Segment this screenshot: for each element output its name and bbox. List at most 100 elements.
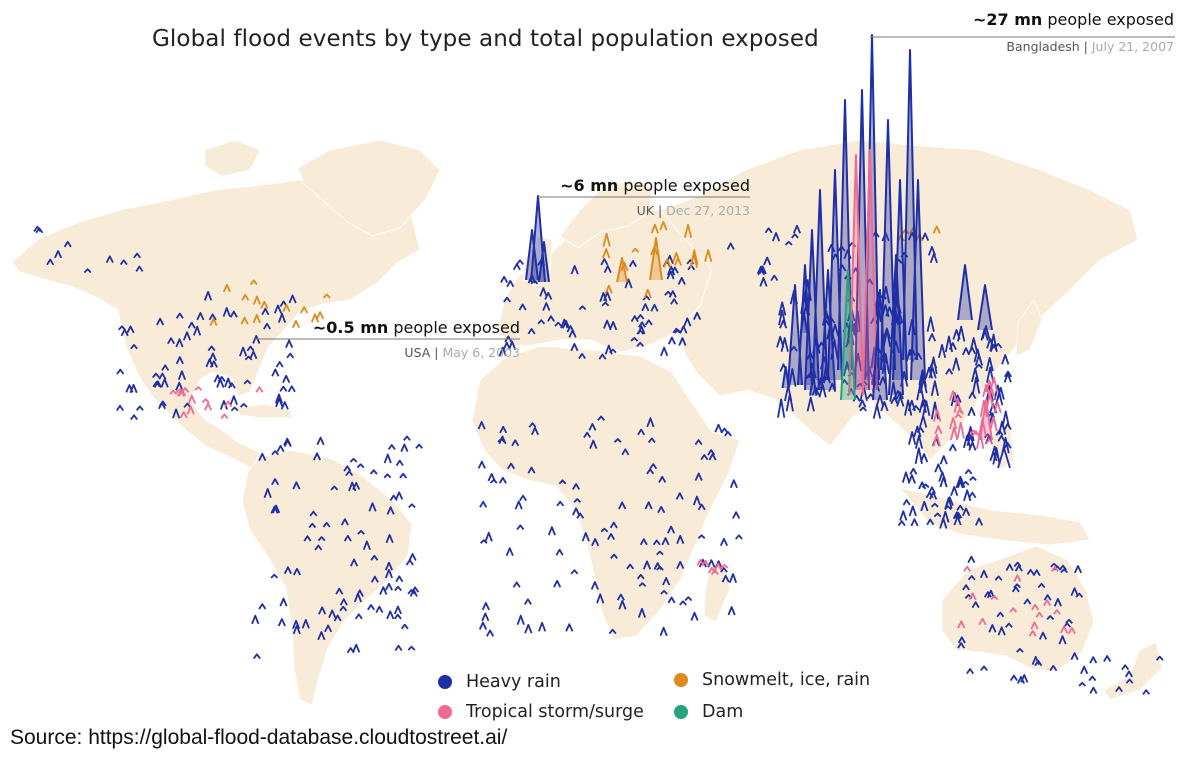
flood-event-spike [1032,569,1041,577]
flood-event-spike [859,406,867,412]
flood-event-spike [1026,568,1035,575]
flood-event-spike [1070,652,1079,661]
flood-event-spike [555,548,564,556]
flood-event-spike [116,368,125,375]
flood-event-spike [135,265,144,272]
flood-event-spike [384,561,393,571]
flood-event-spike [275,397,284,408]
flood-event-spike [988,624,997,633]
flood-event-spike [1060,625,1069,634]
flood-event-spike [394,644,403,651]
flood-event-spike [914,434,924,449]
flood-event-spike [356,463,365,469]
flood-event-spike [1103,655,1112,662]
flood-event-spike [600,527,609,533]
flood-event-spike [862,149,878,391]
flood-event-spike [172,408,181,419]
flood-event-spike [698,558,707,568]
flood-event-spike [704,249,713,262]
flood-event-spike [502,341,511,350]
callout-bangladesh-unit: people exposed [1042,10,1174,29]
flood-event-spike [408,553,417,561]
flood-event-spike [771,232,781,242]
flood-event-spike [916,382,925,401]
flood-event-spike [249,350,258,360]
flood-event-spike [945,368,954,375]
flood-event-spike [350,558,359,567]
flood-event-spike [249,279,258,286]
flood-event-spike [63,240,72,248]
flood-event-spike [255,386,264,393]
flood-event-spike [656,550,664,556]
flood-event-spike [777,398,786,418]
flood-event-spike [929,356,938,375]
flood-event-spike [275,361,284,368]
legend-item-dam: Dam [674,702,743,722]
callout-usa-headline: ~0.5 mn people exposed [313,318,520,337]
flood-event-spike [240,316,249,325]
flood-event-spike [292,619,301,629]
flood-event-spike [953,515,962,526]
flood-event-spike [317,536,326,542]
flood-event-spike [129,383,138,394]
flood-event-spike [538,241,550,283]
flood-event-spike [979,399,993,441]
flood-event-spike [638,582,647,587]
flood-event-spike [675,492,684,500]
flood-event-spike [270,505,279,514]
flood-event-spike [932,225,941,234]
callout-usa-date: May 6, 2003 [442,345,520,360]
flood-event-spike [153,380,162,388]
flood-event-spike [676,534,685,545]
flood-event-spike [1142,689,1151,695]
flood-event-spike [251,614,260,625]
flood-event-spike [674,329,682,334]
flood-event-spike [525,229,539,281]
caribbean-islands [235,403,293,419]
flood-event-spike [186,405,195,415]
flood-event-spike [370,575,379,583]
flood-event-spike [279,385,288,392]
flood-event-spike [292,624,301,635]
flood-event-spike [271,478,280,486]
flood-event-spike [922,400,931,416]
flood-event-spike [596,593,605,604]
flood-event-spike [837,99,853,371]
callout-bangladesh-country: Bangladesh [1006,39,1080,54]
flood-event-spike [370,554,379,561]
flood-event-spike [208,313,217,321]
flood-event-spike [637,428,646,436]
flood-event-spike [477,421,486,430]
flood-event-spike [524,623,533,634]
flood-event-spike [979,569,988,579]
flood-event-spike [949,417,958,430]
flood-event-spike [729,479,738,489]
flood-event-spike [791,233,799,239]
flood-event-spike [628,260,637,268]
flood-event-spike [646,468,655,475]
flood-event-spike [322,293,331,299]
flood-event-spike [764,227,773,234]
flood-event-spike [985,356,994,372]
flood-event-spike [1016,676,1025,684]
flood-event-spike [930,502,939,508]
flood-event-spike [411,586,420,593]
flood-event-spike [926,518,935,526]
flood-event-spike [352,482,361,490]
flood-event-spike [481,602,490,611]
flood-event-spike [241,293,250,301]
flood-event-spike [609,521,618,529]
flood-event-spike [908,431,917,445]
flood-event-spike [683,317,692,327]
flood-event-spike [667,265,676,276]
flood-event-spike [1038,631,1048,640]
flood-event-spike [932,433,941,447]
flood-event-spike [938,471,947,482]
flood-event-spike [937,344,947,359]
flood-event-spike [570,265,579,275]
flood-event-spike [639,538,648,546]
flood-event-spike [659,221,668,231]
source-citation: Source: https://global-flood-database.cl… [10,726,508,749]
flood-event-spike [1003,422,1012,431]
flood-event-spike [872,289,888,401]
